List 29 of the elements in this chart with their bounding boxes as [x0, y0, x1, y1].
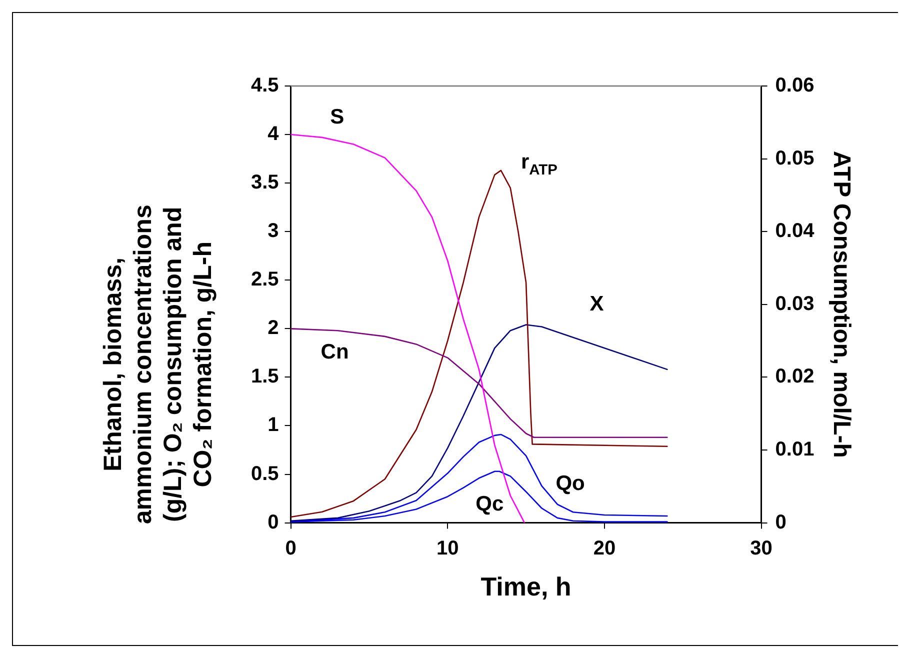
y-tick-label: 2.5	[250, 268, 279, 291]
series-label: Cn	[320, 340, 349, 364]
x-tick-label: 30	[750, 537, 772, 560]
y-tick-label: 0.5	[250, 462, 279, 485]
y2-tick-label: 0.01	[775, 438, 814, 461]
y2-tick-label: 0.06	[775, 74, 814, 97]
y-tick-label: 4	[268, 123, 280, 146]
y2-tick-label: 0	[775, 511, 786, 534]
y-axis-title: Ethanol, biomass, ammonium concentrations (g/L); O₂ consumption and CO₂ formation, g/L-h	[98, 204, 217, 524]
y-tick-label: 4.5	[250, 74, 279, 97]
series-label: X	[590, 292, 604, 316]
y-tick-label: 1	[268, 414, 279, 436]
y2-tick-label: 0.03	[775, 292, 814, 315]
y-tick-label: 2	[268, 317, 279, 340]
x-tick-label: 20	[593, 537, 616, 560]
y-tick-label: 3.5	[250, 172, 279, 194]
y2-axis-title: ATP Consumption, mol/L-h	[828, 150, 855, 458]
y-tick-label: 3	[268, 220, 279, 242]
y2-tick-label: 0.04	[775, 220, 816, 242]
x-tick-label: 10	[436, 537, 459, 560]
x-tick-label: 0	[285, 537, 296, 560]
y-tick-label: 1.5	[250, 366, 279, 388]
series-label: Qc	[476, 492, 504, 516]
series-label: S	[330, 105, 344, 128]
series-label: Qo	[556, 472, 585, 495]
y2-tick-label: 0.02	[775, 366, 814, 388]
x-axis-title: Time, h	[480, 572, 572, 602]
y-tick-label: 0	[268, 511, 279, 534]
y2-tick-label: 0.05	[775, 147, 814, 170]
